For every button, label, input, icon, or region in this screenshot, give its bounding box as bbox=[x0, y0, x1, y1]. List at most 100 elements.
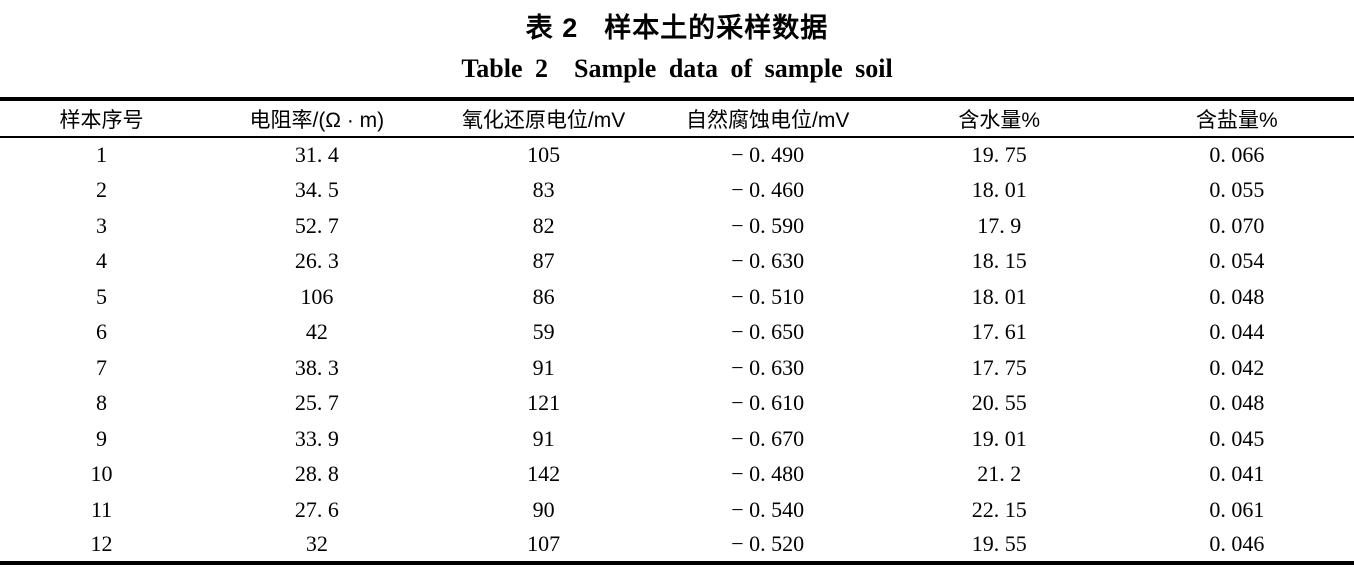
sample-soil-data-table: 样本序号 电阻率/(Ω · m) 氧化还原电位/mV 自然腐蚀电位/mV 含水量% 含盐量… bbox=[0, 97, 1354, 565]
cell-sample-no: 7 bbox=[96, 354, 108, 380]
cell-salt-content: 0. 048 bbox=[1209, 283, 1265, 309]
table-caption-en-title: Sample data of sample soil bbox=[574, 54, 893, 83]
cell-natural-corrosion-potential: − 0. 460 bbox=[731, 177, 805, 203]
cell-salt-content: 0. 041 bbox=[1209, 461, 1265, 487]
cell-natural-corrosion-potential: − 0. 650 bbox=[731, 319, 805, 345]
cell-redox-potential: 105 bbox=[527, 142, 561, 168]
cell-natural-corrosion-potential: − 0. 480 bbox=[731, 461, 805, 487]
cell-sample-no: 4 bbox=[96, 248, 108, 274]
cell-redox-potential: 87 bbox=[532, 248, 555, 274]
cell-redox-potential: 142 bbox=[527, 461, 561, 487]
table-caption-en-label: Table 2 bbox=[461, 54, 548, 83]
cell-redox-potential: 83 bbox=[532, 177, 555, 203]
cell-water-content: 17. 61 bbox=[971, 319, 1027, 345]
table-header: 样本序号 电阻率/(Ω · m) 氧化还原电位/mV 自然腐蚀电位/mV 含水量% 含盐量… bbox=[0, 99, 1354, 137]
table-row: 9 33. 9 91 − 0. 670 19. 01 0. 045 bbox=[0, 421, 1354, 457]
cell-water-content: 17. 75 bbox=[971, 354, 1027, 380]
cell-water-content: 20. 55 bbox=[971, 390, 1027, 416]
cell-resistivity: 38. 3 bbox=[294, 354, 339, 380]
table-row: 4 26. 3 87 − 0. 630 18. 15 0. 054 bbox=[0, 244, 1354, 280]
table-row: 8 25. 7 121 − 0. 610 20. 55 0. 048 bbox=[0, 386, 1354, 422]
cell-salt-content: 0. 061 bbox=[1209, 496, 1265, 522]
cell-natural-corrosion-potential: − 0. 610 bbox=[731, 390, 805, 416]
cell-sample-no: 11 bbox=[90, 496, 113, 522]
cell-sample-no: 6 bbox=[96, 319, 108, 345]
cell-natural-corrosion-potential: − 0. 630 bbox=[731, 248, 805, 274]
table-row: 3 52. 7 82 − 0. 590 17. 9 0. 070 bbox=[0, 208, 1354, 244]
cell-salt-content: 0. 055 bbox=[1209, 177, 1265, 203]
cell-sample-no: 10 bbox=[90, 461, 113, 487]
cell-water-content: 19. 01 bbox=[971, 425, 1027, 451]
cell-resistivity: 42 bbox=[305, 319, 328, 345]
column-header-natural-corrosion-potential: 自然腐蚀电位/mV bbox=[686, 108, 850, 132]
cell-salt-content: 0. 045 bbox=[1209, 425, 1265, 451]
cell-redox-potential: 59 bbox=[532, 319, 555, 345]
cell-natural-corrosion-potential: − 0. 630 bbox=[731, 354, 805, 380]
table-row: 5 106 86 − 0. 510 18. 01 0. 048 bbox=[0, 279, 1354, 315]
cell-sample-no: 12 bbox=[90, 531, 113, 557]
table-caption-zh-title: 样本土的采样数据 bbox=[604, 13, 829, 43]
cell-resistivity: 32 bbox=[305, 531, 328, 557]
cell-resistivity: 31. 4 bbox=[294, 142, 339, 168]
cell-salt-content: 0. 046 bbox=[1209, 531, 1265, 557]
table-row: 10 28. 8 142 − 0. 480 21. 2 0. 041 bbox=[0, 457, 1354, 493]
cell-sample-no: 8 bbox=[96, 390, 108, 416]
cell-redox-potential: 91 bbox=[532, 425, 555, 451]
cell-resistivity: 25. 7 bbox=[294, 390, 339, 416]
cell-natural-corrosion-potential: − 0. 590 bbox=[731, 212, 805, 238]
cell-sample-no: 5 bbox=[96, 283, 108, 309]
cell-redox-potential: 86 bbox=[532, 283, 555, 309]
table-header-row: 样本序号 电阻率/(Ω · m) 氧化还原电位/mV 自然腐蚀电位/mV 含水量% 含盐量… bbox=[0, 99, 1354, 137]
cell-redox-potential: 91 bbox=[532, 354, 555, 380]
cell-redox-potential: 90 bbox=[532, 496, 555, 522]
cell-redox-potential: 82 bbox=[532, 212, 555, 238]
cell-water-content: 19. 75 bbox=[971, 142, 1027, 168]
cell-resistivity: 28. 8 bbox=[294, 461, 339, 487]
cell-water-content: 21. 2 bbox=[977, 461, 1022, 487]
cell-sample-no: 2 bbox=[96, 177, 108, 203]
cell-water-content: 18. 01 bbox=[971, 177, 1027, 203]
cell-water-content: 17. 9 bbox=[977, 212, 1022, 238]
cell-water-content: 18. 01 bbox=[971, 283, 1027, 309]
table-row: 2 34. 5 83 − 0. 460 18. 01 0. 055 bbox=[0, 173, 1354, 209]
cell-salt-content: 0. 070 bbox=[1209, 212, 1265, 238]
column-header-sample-no: 样本序号 bbox=[59, 108, 144, 132]
cell-sample-no: 3 bbox=[96, 212, 108, 238]
cell-salt-content: 0. 042 bbox=[1209, 354, 1265, 380]
table-row: 12 32 107 − 0. 520 19. 55 0. 046 bbox=[0, 528, 1354, 564]
cell-sample-no: 9 bbox=[96, 425, 108, 451]
cell-resistivity: 27. 6 bbox=[294, 496, 339, 522]
cell-resistivity: 26. 3 bbox=[294, 248, 339, 274]
table-caption-zh-label: 表 2 bbox=[525, 13, 579, 43]
column-header-resistivity: 电阻率/(Ω · m) bbox=[249, 108, 385, 132]
cell-resistivity: 52. 7 bbox=[294, 212, 339, 238]
cell-salt-content: 0. 054 bbox=[1209, 248, 1265, 274]
table-caption-en: Table 2 Sample data of sample soil bbox=[0, 52, 1354, 86]
cell-natural-corrosion-potential: − 0. 510 bbox=[731, 283, 805, 309]
column-header-salt-content: 含盐量% bbox=[1196, 108, 1278, 132]
cell-salt-content: 0. 048 bbox=[1209, 390, 1265, 416]
cell-resistivity: 34. 5 bbox=[294, 177, 339, 203]
table-body: 1 31. 4 105− 0. 490 19. 75 0. 066 2 34. 5 83− 0… bbox=[0, 137, 1354, 563]
cell-sample-no: 1 bbox=[96, 142, 108, 168]
cell-water-content: 18. 15 bbox=[971, 248, 1027, 274]
table-row: 1 31. 4 105 − 0. 490 19. 75 0. 066 bbox=[0, 137, 1354, 173]
cell-redox-potential: 107 bbox=[527, 531, 561, 557]
cell-natural-corrosion-potential: − 0. 520 bbox=[731, 531, 805, 557]
cell-resistivity: 33. 9 bbox=[294, 425, 339, 451]
cell-natural-corrosion-potential: − 0. 490 bbox=[731, 142, 805, 168]
cell-resistivity: 106 bbox=[300, 283, 334, 309]
table-caption-zh: 表 2 样本土的采样数据 bbox=[0, 10, 1354, 46]
table-row: 6 42 59 − 0. 650 17. 61 0. 044 bbox=[0, 315, 1354, 351]
cell-redox-potential: 121 bbox=[527, 390, 561, 416]
cell-natural-corrosion-potential: − 0. 670 bbox=[731, 425, 805, 451]
cell-natural-corrosion-potential: − 0. 540 bbox=[731, 496, 805, 522]
cell-water-content: 22. 15 bbox=[971, 496, 1027, 522]
column-header-redox-potential: 氧化还原电位/mV bbox=[461, 108, 626, 132]
cell-water-content: 19. 55 bbox=[971, 531, 1027, 557]
cell-salt-content: 0. 044 bbox=[1209, 319, 1265, 345]
column-header-water-content: 含水量% bbox=[958, 108, 1041, 132]
cell-salt-content: 0. 066 bbox=[1209, 142, 1265, 168]
table-row: 7 38. 3 91 − 0. 630 17. 75 0. 042 bbox=[0, 350, 1354, 386]
